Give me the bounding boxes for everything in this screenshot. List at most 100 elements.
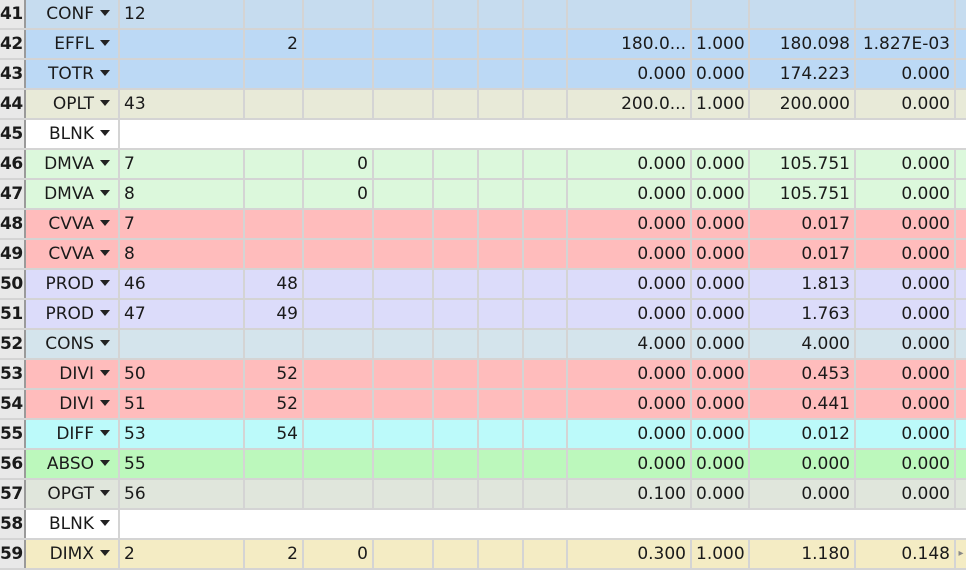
row-number[interactable]: 55 (0, 420, 26, 448)
row-number[interactable]: 46 (0, 150, 26, 178)
grid-cell[interactable]: 0.000 (568, 390, 692, 418)
grid-cell[interactable] (434, 210, 479, 238)
grid-cell[interactable] (374, 150, 434, 178)
grid-cell[interactable]: 7 (120, 150, 245, 178)
grid-cell[interactable] (434, 420, 479, 448)
grid-cell[interactable]: 0.000 (692, 360, 750, 388)
grid-cell[interactable] (434, 0, 479, 28)
row-number[interactable]: 52 (0, 330, 26, 358)
grid-cell[interactable]: 0.000 (568, 300, 692, 328)
grid-cell[interactable] (524, 330, 568, 358)
caret-down-icon[interactable] (100, 340, 110, 346)
type-dropdown[interactable]: DMVA (26, 150, 120, 178)
caret-down-icon[interactable] (100, 550, 110, 556)
grid-cell[interactable] (434, 300, 479, 328)
grid-cell[interactable]: 48 (245, 270, 304, 298)
grid-cell[interactable] (434, 150, 479, 178)
grid-cell[interactable] (374, 90, 434, 118)
grid-cell[interactable]: 180.098 (750, 30, 856, 58)
grid-cell[interactable] (245, 240, 304, 268)
grid-cell[interactable]: 0.000 (692, 180, 750, 208)
grid-cell[interactable]: 0.000 (692, 390, 750, 418)
type-dropdown[interactable]: DIVI (26, 390, 120, 418)
grid-cell[interactable] (434, 390, 479, 418)
grid-cell[interactable] (304, 330, 374, 358)
grid-cell[interactable] (304, 390, 374, 418)
grid-cell[interactable]: 0.000 (692, 270, 750, 298)
row-number[interactable]: 43 (0, 60, 26, 88)
grid-cell[interactable] (245, 210, 304, 238)
grid-cell[interactable]: 0.000 (856, 180, 956, 208)
type-dropdown[interactable]: TOTR (26, 60, 120, 88)
grid-cell[interactable] (479, 90, 524, 118)
row-number[interactable]: 42 (0, 30, 26, 58)
grid-cell[interactable]: 7 (120, 210, 245, 238)
grid-cell[interactable] (434, 540, 479, 568)
grid-cell[interactable] (434, 90, 479, 118)
grid-cell[interactable] (479, 210, 524, 238)
grid-cell[interactable]: 0 (304, 150, 374, 178)
row-number[interactable]: 50 (0, 270, 26, 298)
caret-down-icon[interactable] (100, 370, 110, 376)
grid-cell[interactable]: 2 (245, 30, 304, 58)
grid-cell[interactable] (479, 420, 524, 448)
scroll-down-icon[interactable]: ▸ (958, 548, 964, 559)
caret-down-icon[interactable] (100, 40, 110, 46)
type-dropdown[interactable]: DIMX (26, 540, 120, 568)
grid-cell[interactable] (374, 240, 434, 268)
grid-cell[interactable]: 0.453 (750, 360, 856, 388)
grid-cell[interactable] (434, 240, 479, 268)
grid-cell[interactable] (479, 330, 524, 358)
grid-cell[interactable]: 0.000 (568, 270, 692, 298)
grid-cell[interactable]: 0.000 (856, 60, 956, 88)
grid-cell[interactable] (568, 0, 692, 28)
grid-cell[interactable]: 0 (304, 540, 374, 568)
grid-cell[interactable]: 55 (120, 450, 245, 478)
type-dropdown[interactable]: PROD (26, 300, 120, 328)
caret-down-icon[interactable] (100, 430, 110, 436)
grid-cell[interactable] (524, 420, 568, 448)
grid-cell[interactable] (479, 300, 524, 328)
grid-cell[interactable] (304, 30, 374, 58)
grid-cell[interactable]: 0.441 (750, 390, 856, 418)
grid-cell[interactable]: 105.751 (750, 150, 856, 178)
grid-cell[interactable] (434, 480, 479, 508)
grid-cell[interactable] (524, 360, 568, 388)
type-dropdown[interactable]: CVVA (26, 240, 120, 268)
grid-cell[interactable] (434, 330, 479, 358)
grid-cell[interactable] (304, 240, 374, 268)
grid-cell[interactable]: 2 (120, 540, 245, 568)
grid-cell[interactable] (524, 210, 568, 238)
grid-cell[interactable] (524, 90, 568, 118)
grid-cell[interactable]: 0.000 (856, 90, 956, 118)
grid-cell[interactable]: 0.000 (856, 420, 956, 448)
row-number[interactable]: 58 (0, 510, 26, 538)
grid-cell[interactable]: 0.000 (568, 420, 692, 448)
grid-cell[interactable]: 47 (120, 300, 245, 328)
grid-cell[interactable] (374, 360, 434, 388)
grid-cell[interactable] (479, 180, 524, 208)
grid-cell[interactable]: 0.000 (692, 330, 750, 358)
grid-cell[interactable]: 0.000 (568, 210, 692, 238)
grid-cell[interactable] (374, 270, 434, 298)
grid-cell[interactable] (524, 240, 568, 268)
grid-cell[interactable]: 1.763 (750, 300, 856, 328)
grid-cell[interactable] (374, 300, 434, 328)
grid-cell[interactable] (374, 60, 434, 88)
grid-cell[interactable] (524, 180, 568, 208)
grid-cell[interactable]: 8 (120, 180, 245, 208)
grid-cell[interactable] (374, 180, 434, 208)
grid-cell[interactable]: 174.223 (750, 60, 856, 88)
grid-cell[interactable] (120, 60, 245, 88)
grid-cell[interactable] (479, 0, 524, 28)
grid-cell[interactable] (304, 270, 374, 298)
grid-cell[interactable] (524, 0, 568, 28)
grid-cell[interactable]: 0.300 (568, 540, 692, 568)
grid-cell[interactable]: 0.000 (856, 480, 956, 508)
row-number[interactable]: 49 (0, 240, 26, 268)
row-number[interactable]: 47 (0, 180, 26, 208)
grid-cell[interactable]: 180.0... (568, 30, 692, 58)
grid-cell[interactable] (524, 150, 568, 178)
grid-cell[interactable] (245, 180, 304, 208)
grid-cell[interactable]: 54 (245, 420, 304, 448)
